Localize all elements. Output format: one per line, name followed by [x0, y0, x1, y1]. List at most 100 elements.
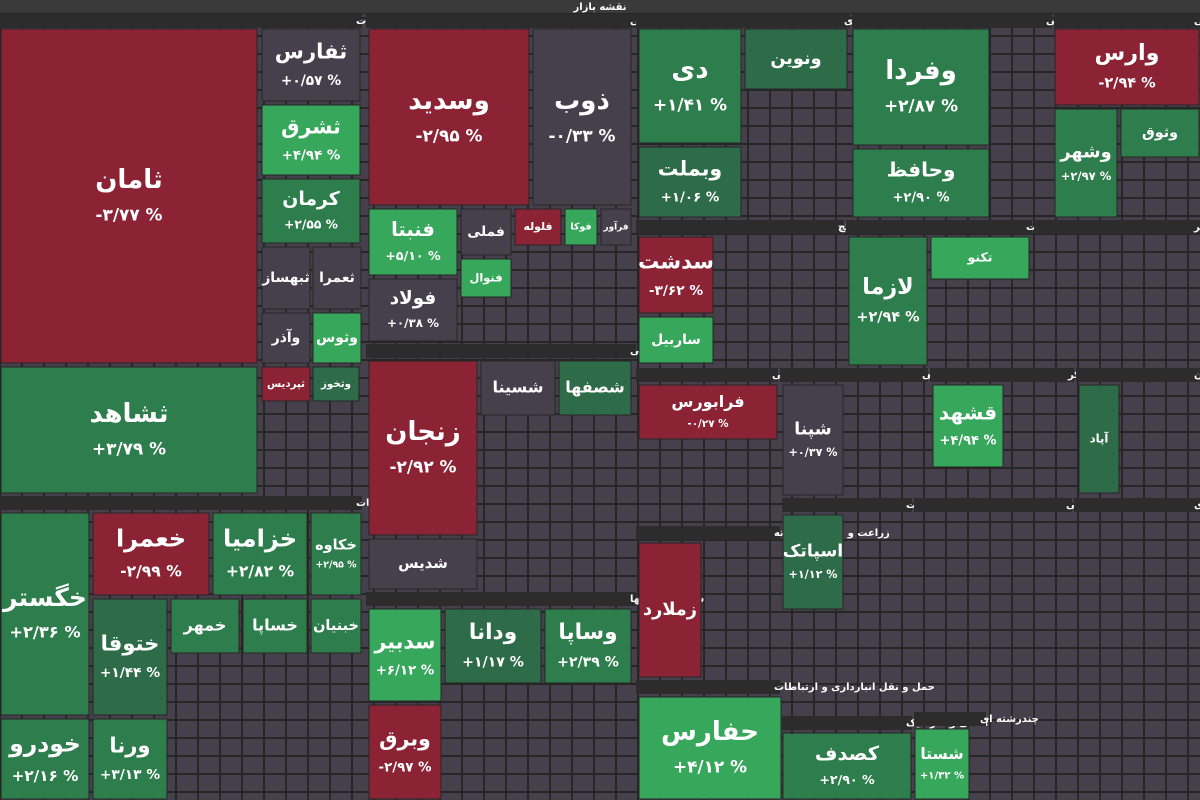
sector-header [1074, 498, 1200, 512]
sector-header [0, 496, 362, 510]
sector-header [366, 592, 636, 606]
tile-change: +۲/۸۷ % [884, 96, 958, 116]
sector-title: کانی غیر فلزی [1194, 500, 1200, 511]
tile-name: سدشت [638, 248, 714, 273]
tile-change: +۲/۱۶ % [12, 767, 79, 785]
sector-header [636, 526, 780, 540]
tile [782, 514, 844, 610]
tile [480, 360, 556, 416]
tile-name: ورنا [109, 732, 150, 757]
tile-change: +۱/۱۲ % [788, 568, 837, 581]
tile [368, 538, 478, 590]
tile-change: +۲/۵۵ % [284, 218, 338, 232]
tile [558, 360, 632, 416]
tile [242, 598, 308, 654]
tile-change: +۳/۷۹ % [92, 439, 166, 459]
title-bar [0, 0, 1200, 13]
sector-header [1076, 368, 1200, 382]
tile-name: وبرق [379, 727, 431, 751]
tile-change: +۰/۳۷ % [788, 446, 837, 459]
tile [312, 312, 362, 364]
tile [1120, 108, 1200, 158]
tile-name: سدبیر [374, 630, 436, 654]
tile [92, 718, 168, 800]
tile-change: +۳/۱۳ % [100, 767, 160, 783]
tile-name: قشهد [939, 401, 997, 425]
tile-name: وفردا [885, 56, 957, 86]
sector-header [914, 712, 986, 726]
tile [368, 28, 530, 206]
tile-name: وثخوز [320, 378, 351, 390]
tile-name: وشهر [1059, 142, 1111, 162]
tile-change: -۳/۷۷ % [96, 205, 163, 225]
tile-name: وثوس [316, 330, 358, 346]
tile-name: خودرو [8, 729, 81, 757]
tile-name: وارس [1094, 40, 1159, 66]
sector-header [636, 14, 850, 28]
sector-header [1054, 14, 1200, 28]
sector-header [782, 716, 912, 730]
tile [514, 208, 562, 246]
tile-name: زنجان [385, 417, 460, 447]
sector-header [636, 220, 844, 234]
tile-change: -۲/۹۲ % [390, 457, 457, 477]
tile [312, 366, 360, 402]
tile-name: ثامان [95, 165, 163, 195]
tile-change: +۲/۹۷ % [1061, 169, 1112, 183]
tile [312, 246, 362, 310]
tile-name: ثپردیس [267, 378, 305, 390]
tile-change: +۲/۹۰ % [893, 191, 950, 206]
tile [460, 258, 512, 298]
map-title: نقشه بازار [572, 2, 626, 13]
tile [782, 732, 912, 800]
tile [852, 28, 990, 146]
sector-header [852, 14, 1052, 28]
tile-change: +۱/۱۷ % [462, 654, 524, 670]
tile-name: خعمرا [116, 525, 186, 553]
tile [1078, 384, 1120, 494]
tile-name: خگستر [1, 583, 87, 613]
sector-title: حمل و نقل انبارداری و ارتباطات [774, 682, 935, 693]
tile-name: خمهر [183, 616, 227, 635]
tile-name: اسپاتک [783, 542, 843, 562]
sector-header [914, 498, 1072, 512]
sector-header [636, 368, 778, 382]
tile-name: خساپا [252, 616, 298, 636]
tile-name: وحافظ [887, 158, 956, 182]
tile-change: +۴/۹۴ % [282, 148, 341, 163]
tile-name: شستا [920, 745, 963, 763]
tile [0, 718, 90, 800]
tile [92, 598, 168, 716]
sector-header [366, 14, 636, 28]
tile [930, 236, 1030, 280]
tile-name: شسینا [492, 378, 543, 397]
tile-name: کرمان [282, 189, 340, 210]
tile [1054, 108, 1118, 218]
tile [368, 278, 458, 342]
sector-title: واسطه گریهای مالی و پولی [1194, 14, 1200, 27]
tile-name: فرابورس [671, 392, 744, 411]
tile-name: وثوق [1142, 125, 1178, 141]
tile [932, 384, 1004, 468]
tile [638, 384, 778, 440]
tile [261, 312, 311, 364]
tile-change: +۶/۱۲ % [376, 663, 435, 678]
tile [852, 148, 990, 218]
tile [460, 208, 512, 256]
tile [92, 512, 210, 596]
tile [638, 542, 702, 678]
tile-change: -۲/۹۴ % [1098, 76, 1156, 92]
tile [532, 28, 632, 206]
tile [782, 384, 844, 496]
tile [638, 236, 714, 314]
tile-name: ساربیل [651, 332, 700, 348]
tile-change: +۰/۵۷ % [281, 73, 341, 89]
tile-name: زملارد [643, 600, 697, 620]
tile [368, 360, 478, 536]
tile [0, 512, 90, 716]
tile-change: +۲/۹۵ % [315, 559, 357, 570]
tile-change: +۲/۸۲ % [226, 563, 295, 581]
tile-name: کصدف [815, 742, 880, 765]
tile [212, 512, 308, 596]
sector-header [930, 368, 1074, 382]
